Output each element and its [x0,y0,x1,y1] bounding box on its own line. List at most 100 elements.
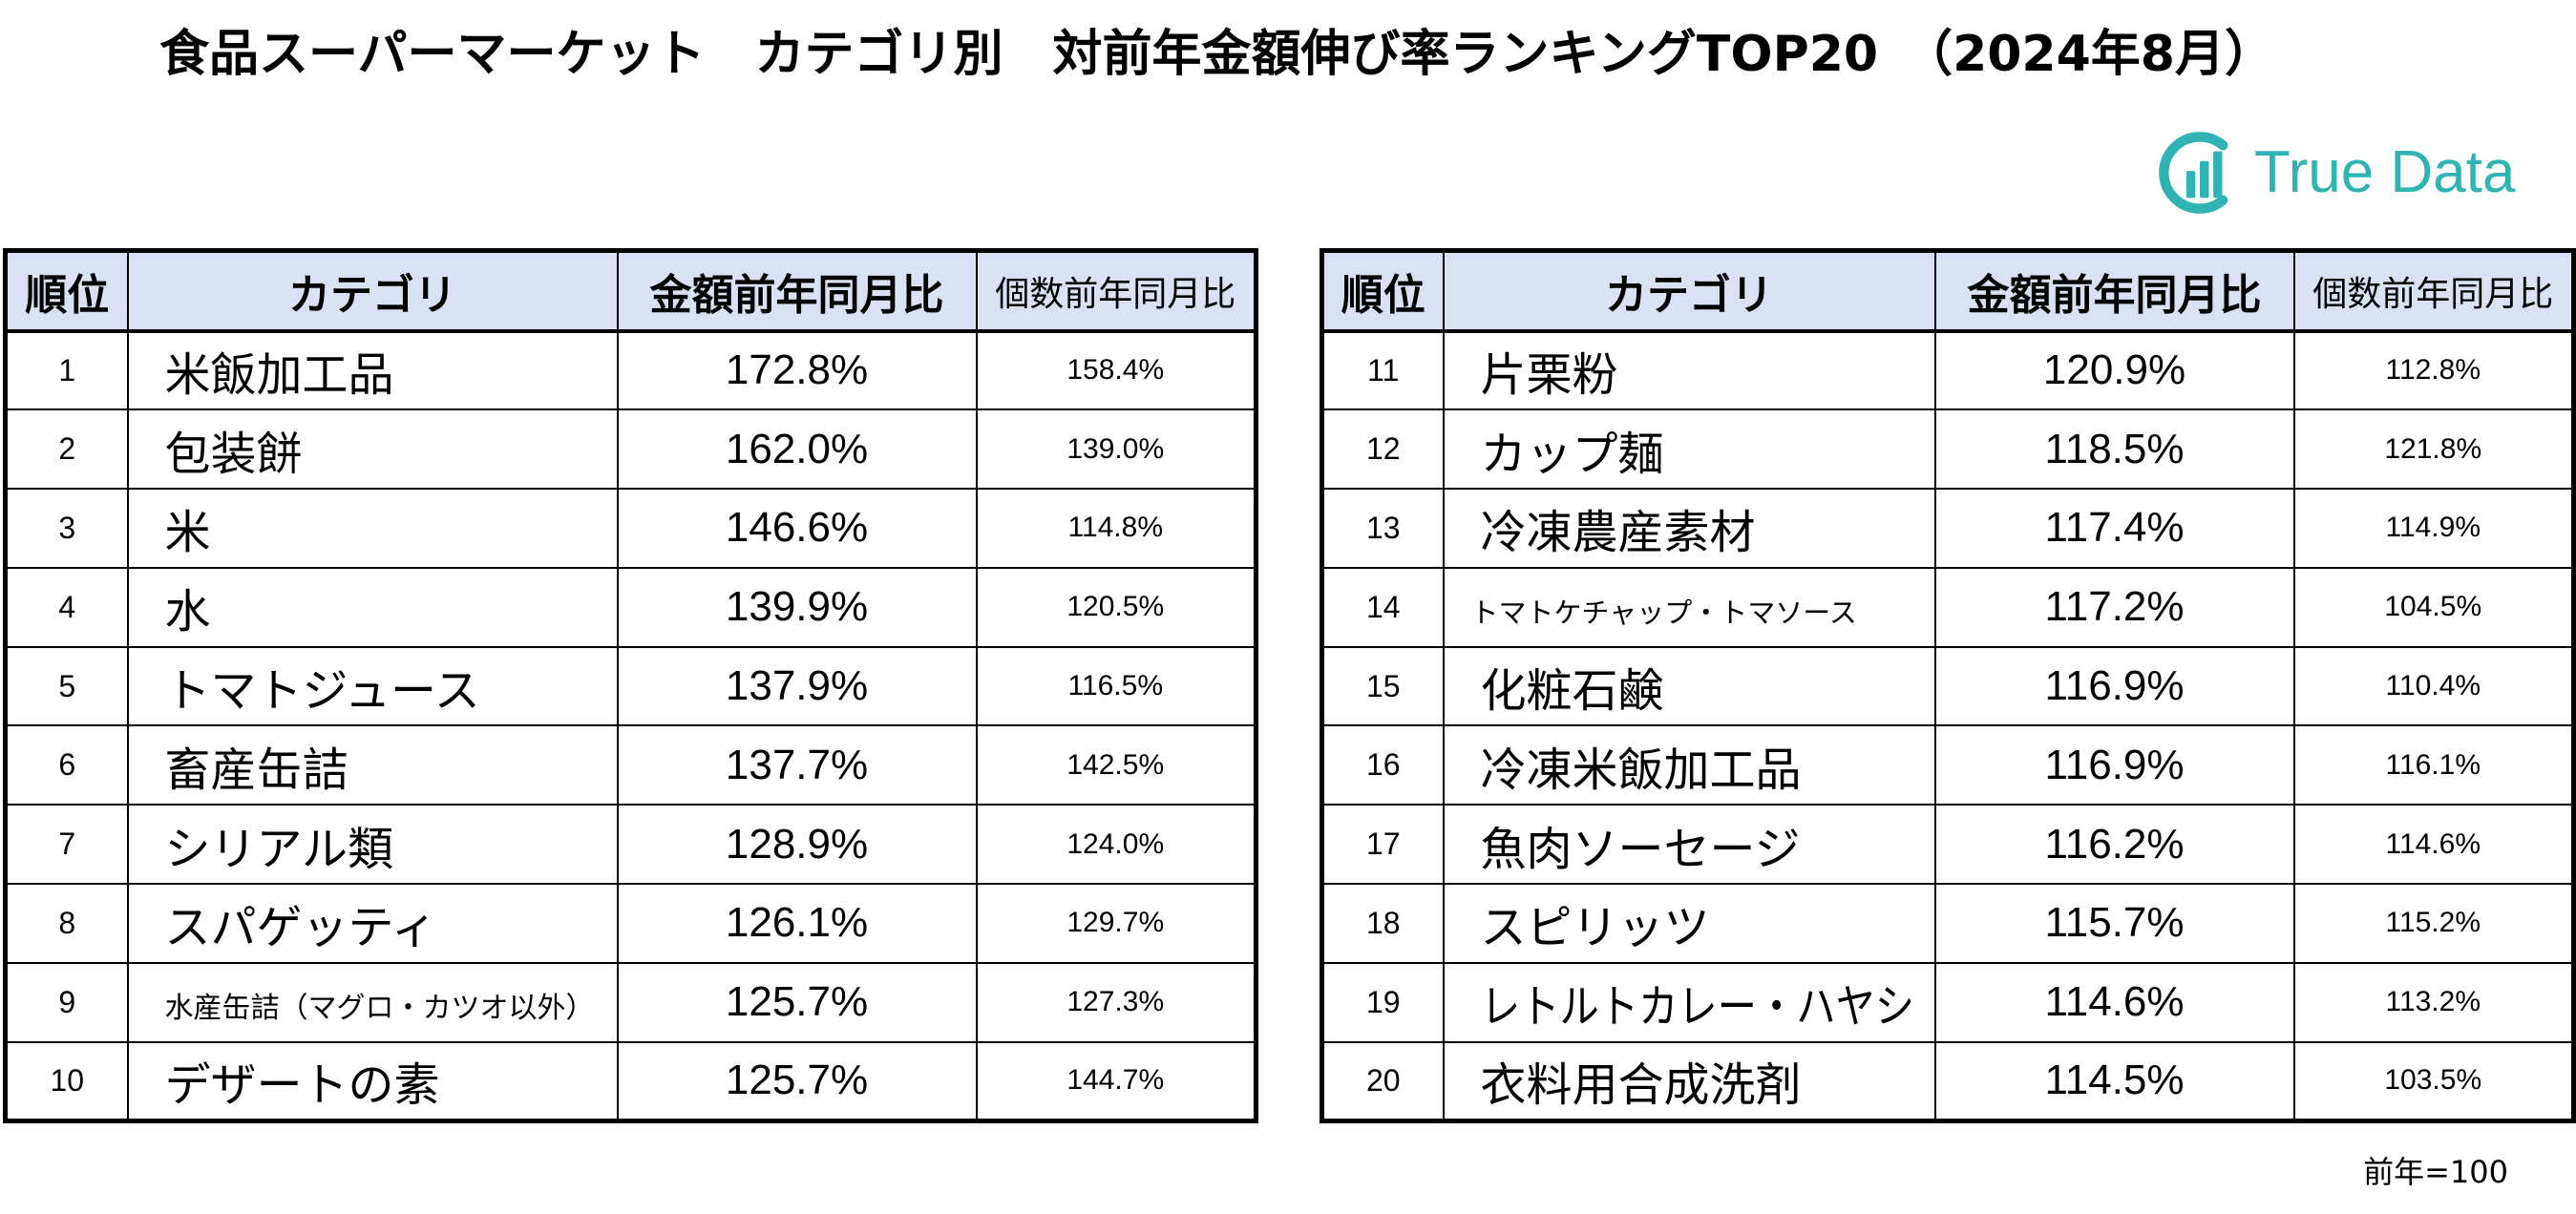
table-row: 5 トマトジュース 137.9% 116.5% [4,645,1257,727]
amount-yoy-cell: 139.9% [616,566,978,648]
category-cell: スパゲッティ [126,883,619,964]
category-label: トマトケチャップ・トマソース [1470,597,1857,630]
quantity-yoy-cell: 142.5% [975,724,1257,806]
category-label: 片栗粉 [1480,348,1618,403]
rank-cell: 1 [4,329,129,411]
rank-cell: 13 [1320,488,1445,569]
rank-cell: 11 [1320,329,1445,411]
category-cell: 衣料用合成洗剤 [1442,1040,1936,1122]
quantity-yoy-cell: 121.8% [2292,408,2575,491]
rank-cell: 19 [1320,961,1445,1043]
quantity-yoy-cell: 110.4% [2292,645,2575,727]
category-cell: 米 [126,488,619,569]
category-label: デザートの素 [164,1058,440,1113]
header-row: 順位 カテゴリ 金額前年同月比 個数前年同月比 [4,249,1257,333]
category-cell: トマトケチャップ・トマソース [1442,566,1936,648]
logo-text: True Data [2254,139,2516,205]
page-title: 食品スーパーマーケット カテゴリ別 対前年金額伸び率ランキングTOP20 （20… [159,26,2274,83]
category-label: 冷凍米飯加工品 [1480,743,1802,797]
category-cell: スピリッツ [1442,883,1936,964]
rank-cell: 3 [4,488,129,569]
category-label: 化粧石鹸 [1480,664,1664,719]
quantity-yoy-cell: 127.3% [975,961,1257,1043]
category-label: 米飯加工品 [164,348,394,403]
table-row: 10 デザートの素 125.7% 144.7% [4,1040,1257,1122]
category-label: レトルトカレー・ハヤシ [1480,980,1914,1035]
table-row: 14 トマトケチャップ・トマソース 117.2% 104.5% [1320,566,2575,648]
category-label: スピリッツ [1480,901,1710,955]
amount-yoy-cell: 125.7% [616,1040,978,1122]
amount-yoy-cell: 116.9% [1933,724,2295,806]
amount-yoy-cell: 114.6% [1933,961,2295,1043]
category-cell: 水産缶詰（マグロ・カツオ以外） [126,961,619,1043]
quantity-yoy-cell: 114.9% [2292,488,2575,569]
table-row: 7 シリアル類 128.9% 124.0% [4,804,1257,886]
amount-yoy-cell: 126.1% [616,883,978,964]
rank-cell: 16 [1320,724,1445,806]
category-cell: 米飯加工品 [126,329,619,411]
rank-cell: 9 [4,961,129,1043]
rank-cell: 6 [4,724,129,806]
quantity-yoy-cell: 120.5% [975,566,1257,648]
category-cell: カップ麺 [1442,408,1936,491]
quantity-yoy-cell: 124.0% [975,804,1257,886]
table-row: 15 化粧石鹸 116.9% 110.4% [1320,645,2575,727]
category-cell: レトルトカレー・ハヤシ [1442,961,1936,1043]
quantity-yoy-cell: 158.4% [975,329,1257,411]
quantity-yoy-cell: 114.6% [2292,804,2575,886]
amount-yoy-cell: 117.2% [1933,566,2295,648]
category-cell: 冷凍米飯加工品 [1442,724,1936,806]
header-rank: 順位 [4,249,129,333]
header-category: カテゴリ [126,249,619,333]
rank-cell: 4 [4,566,129,648]
category-cell: デザートの素 [126,1040,619,1122]
quantity-yoy-cell: 115.2% [2292,883,2575,964]
quantity-yoy-cell: 144.7% [975,1040,1257,1122]
rank-cell: 10 [4,1040,129,1122]
amount-yoy-cell: 146.6% [616,488,978,569]
category-label: 水産缶詰（マグロ・カツオ以外） [164,992,595,1026]
amount-yoy-cell: 125.7% [616,961,978,1043]
category-cell: 片栗粉 [1442,329,1936,411]
amount-yoy-cell: 137.9% [616,645,978,727]
rank-cell: 8 [4,883,129,964]
table-row: 12 カップ麺 118.5% 121.8% [1320,408,2575,491]
category-label: 冷凍農産素材 [1480,506,1756,560]
amount-yoy-cell: 117.4% [1933,488,2295,569]
category-cell: 魚肉ソーセージ [1442,804,1936,886]
category-cell: 水 [126,566,619,648]
amount-yoy-cell: 137.7% [616,724,978,806]
category-label: トマトジュース [164,664,480,719]
rank-cell: 2 [4,408,129,491]
table-row: 16 冷凍米飯加工品 116.9% 116.1% [1320,724,2575,806]
quantity-yoy-cell: 116.5% [975,645,1257,727]
table-row: 8 スパゲッティ 126.1% 129.7% [4,883,1257,964]
header-category: カテゴリ [1442,249,1936,333]
rank-cell: 15 [1320,645,1445,727]
baseline-note: 前年=100 [2363,1154,2508,1190]
header-quantity-yoy: 個数前年同月比 [975,249,1257,333]
quantity-yoy-cell: 113.2% [2292,961,2575,1043]
rank-cell: 17 [1320,804,1445,886]
rank-cell: 12 [1320,408,1445,491]
quantity-yoy-cell: 104.5% [2292,566,2575,648]
category-label: スパゲッティ [164,901,437,955]
amount-yoy-cell: 116.9% [1933,645,2295,727]
true-data-logo-icon [2155,128,2245,218]
ranking-table-left: 順位 カテゴリ 金額前年同月比 個数前年同月比 1 米飯加工品 172.8% 1… [3,248,1258,1123]
category-cell: トマトジュース [126,645,619,727]
header-row: 順位 カテゴリ 金額前年同月比 個数前年同月比 [1320,249,2575,333]
category-label: 畜産缶詰 [164,743,348,797]
quantity-yoy-cell: 114.8% [975,488,1257,569]
table-row: 18 スピリッツ 115.7% 115.2% [1320,883,2575,964]
amount-yoy-cell: 118.5% [1933,408,2295,491]
header-quantity-yoy: 個数前年同月比 [2292,249,2575,333]
category-label: 魚肉ソーセージ [1480,822,1801,876]
quantity-yoy-cell: 139.0% [975,408,1257,491]
table-row: 6 畜産缶詰 137.7% 142.5% [4,724,1257,806]
amount-yoy-cell: 162.0% [616,408,978,491]
quantity-yoy-cell: 112.8% [2292,329,2575,411]
quantity-yoy-cell: 116.1% [2292,724,2575,806]
category-label: カップ麺 [1480,427,1664,481]
table-row: 20 衣料用合成洗剤 114.5% 103.5% [1320,1040,2575,1122]
